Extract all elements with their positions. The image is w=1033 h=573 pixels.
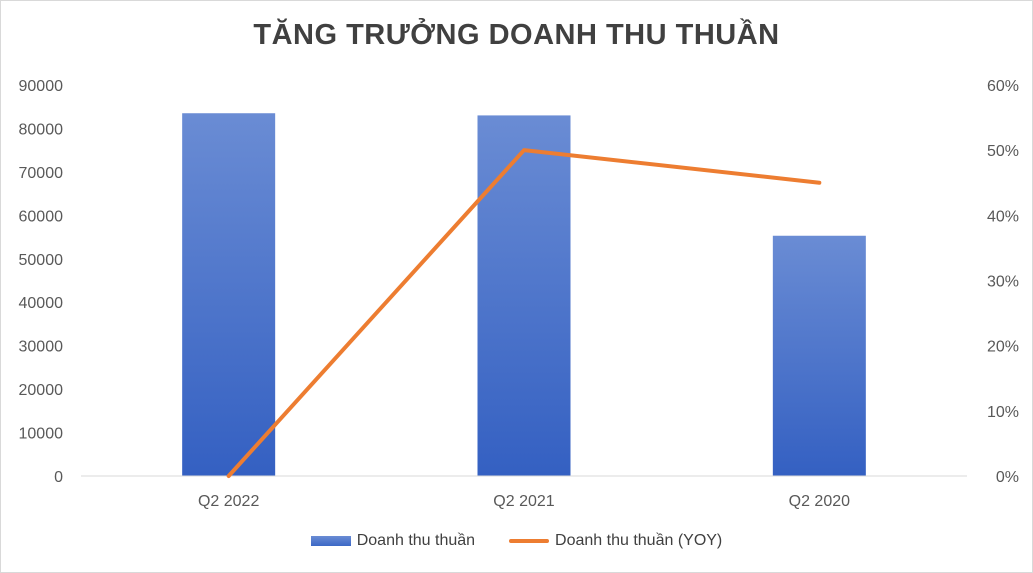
legend-item-bar: Doanh thu thuần [310,532,476,550]
line-layer [226,148,822,478]
y2-tick-label-4: 40% [987,208,1019,225]
left-axis-labels: 0 10000 20000 30000 40000 50000 60000 70000 8000… [19,78,64,486]
right-axis-labels: 0% 10% 20% 30% 40% 50% 60% [987,78,1019,486]
legend: Doanh thu thuần Doanh thu thuần (YOY) [1,532,1032,550]
legend-swatch-line [509,539,550,543]
y2-tick-label-3: 30% [987,274,1019,291]
y-tick-label-3: 30000 [19,339,64,356]
chart-title: TĂNG TRƯỞNG DOANH THU THUẦN [253,19,780,51]
y-tick-label-2: 20000 [19,382,64,399]
legend-label-line: Doanh thu thuần (YOY) [555,532,723,549]
bars-layer [182,113,866,477]
x-tick-label-0: Q2 2022 [198,493,259,510]
y-tick-label-4: 40000 [19,295,64,312]
bar-2 [772,235,866,476]
bar-0 [182,113,276,476]
y2-tick-label-1: 10% [987,404,1019,421]
y2-tick-label-6: 60% [987,78,1019,95]
y2-tick-label-5: 50% [987,143,1019,160]
y-tick-label-5: 50000 [19,252,64,269]
legend-swatch-bar [310,536,351,546]
y-tick-label-9: 90000 [19,78,64,95]
y-tick-label-0: 0 [54,469,63,486]
y-tick-label-8: 80000 [19,121,64,138]
x-tick-label-1: Q2 2021 [493,493,554,510]
y-tick-label-6: 60000 [19,208,64,225]
x-tick-label-2: Q2 2020 [789,493,850,510]
y2-tick-label-0: 0% [996,469,1019,486]
bar-1 [477,115,571,477]
y2-tick-label-2: 20% [987,339,1019,356]
y-tick-label-1: 10000 [19,426,64,443]
y-tick-label-7: 70000 [19,165,64,182]
legend-label-bar: Doanh thu thuần [356,532,476,549]
legend-item-line: Doanh thu thuần (YOY) [509,532,722,550]
category-labels: Q2 2022 Q2 2021 Q2 2020 [198,493,850,510]
